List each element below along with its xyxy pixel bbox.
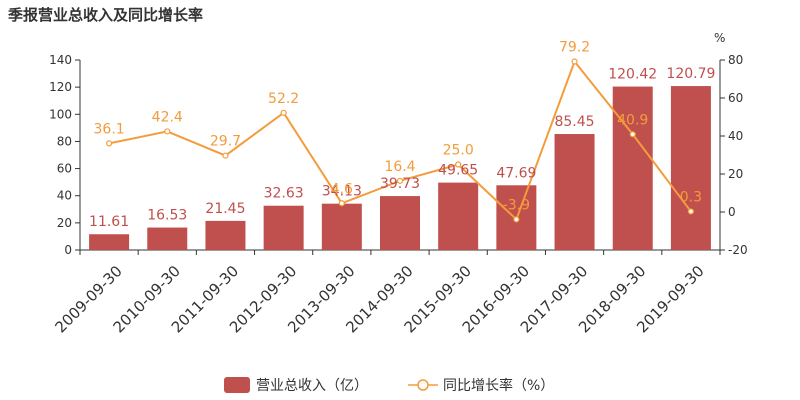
left-y-tick-label: 60 [57, 162, 72, 176]
bar [670, 86, 711, 251]
left-y-tick-label: 80 [57, 134, 72, 148]
bar-value-label: 47.69 [496, 165, 536, 181]
line-point [455, 161, 462, 168]
line-value-label: 42.4 [152, 109, 183, 125]
right-y-unit-label: % [714, 31, 725, 45]
line-point [629, 131, 636, 138]
bar [147, 227, 188, 250]
line-point [687, 208, 695, 215]
bar [612, 86, 653, 250]
bars [89, 86, 711, 251]
legend[interactable]: 营业总收入（亿） 同比增长率（%） [224, 377, 554, 394]
line-value-label: 29.7 [210, 134, 241, 150]
growth-line-path [108, 59, 692, 222]
line-value-label: 36.1 [94, 121, 125, 137]
right-y-tick-label: 80 [728, 53, 743, 67]
bar-value-label: 11.61 [89, 214, 129, 230]
line-point [222, 152, 229, 159]
left-y-tick-label: 0 [64, 243, 72, 257]
bar-value-label: 34.13 [322, 184, 362, 200]
right-y-tick-label: 20 [728, 167, 743, 181]
bar [205, 220, 246, 250]
right-y-tick-label: 60 [728, 91, 743, 105]
growth-line [105, 58, 695, 223]
left-y-tick-label: 100 [49, 107, 72, 121]
bar-value-label: 32.63 [264, 186, 304, 202]
line-value-label: 52.2 [268, 91, 299, 107]
line-value-label: 16.4 [384, 159, 415, 175]
bar-value-label: 120.79 [666, 66, 715, 82]
line-point [280, 109, 287, 116]
legend-bar-label[interactable]: 营业总收入（亿） [256, 378, 368, 394]
line-point [513, 216, 520, 223]
line-point [338, 200, 345, 207]
line-point [571, 58, 578, 65]
line-value-label: 4.6 [331, 181, 353, 197]
right-y-tick-label: 40 [728, 129, 743, 143]
bar [263, 205, 304, 250]
line-point [164, 128, 171, 135]
line-point [105, 140, 113, 147]
left-y-tick-label: 120 [49, 80, 72, 94]
bar-value-label: 49.65 [438, 163, 478, 179]
bar [380, 196, 420, 250]
left-y-tick-label: 40 [57, 189, 72, 203]
legend-line-marker[interactable] [417, 379, 429, 391]
legend-bar-swatch[interactable] [224, 377, 250, 393]
line-point [396, 177, 404, 184]
line-value-label: -3.9 [503, 197, 530, 213]
bar [438, 182, 479, 250]
left-y-tick-label: 20 [57, 216, 72, 230]
line-value-label: 0.3 [680, 189, 702, 205]
bar-value-label: 16.53 [147, 208, 187, 224]
line-value-label: 79.2 [559, 40, 590, 56]
bar [89, 234, 130, 250]
bar [321, 203, 362, 250]
bar [554, 134, 595, 250]
bar-value-label: 21.45 [205, 201, 245, 217]
bar-value-label: 39.73 [380, 176, 420, 192]
legend-line-label[interactable]: 同比增长率（%） [443, 377, 554, 394]
data-labels: 11.61 16.53 21.45 32.63 34.13 39.73 49.65 47.69… [89, 40, 715, 231]
line-value-label: 40.9 [617, 112, 648, 128]
bar-value-label: 85.45 [554, 114, 594, 130]
right-y-tick-label: -20 [728, 243, 748, 257]
line-value-label: 25.0 [443, 143, 474, 159]
left-y-tick-label: 140 [49, 53, 72, 67]
chart-title: 季报营业总收入及同比增长率 [8, 6, 204, 24]
bar-value-label: 120.42 [608, 67, 657, 83]
right-y-tick-label: 0 [728, 205, 736, 219]
